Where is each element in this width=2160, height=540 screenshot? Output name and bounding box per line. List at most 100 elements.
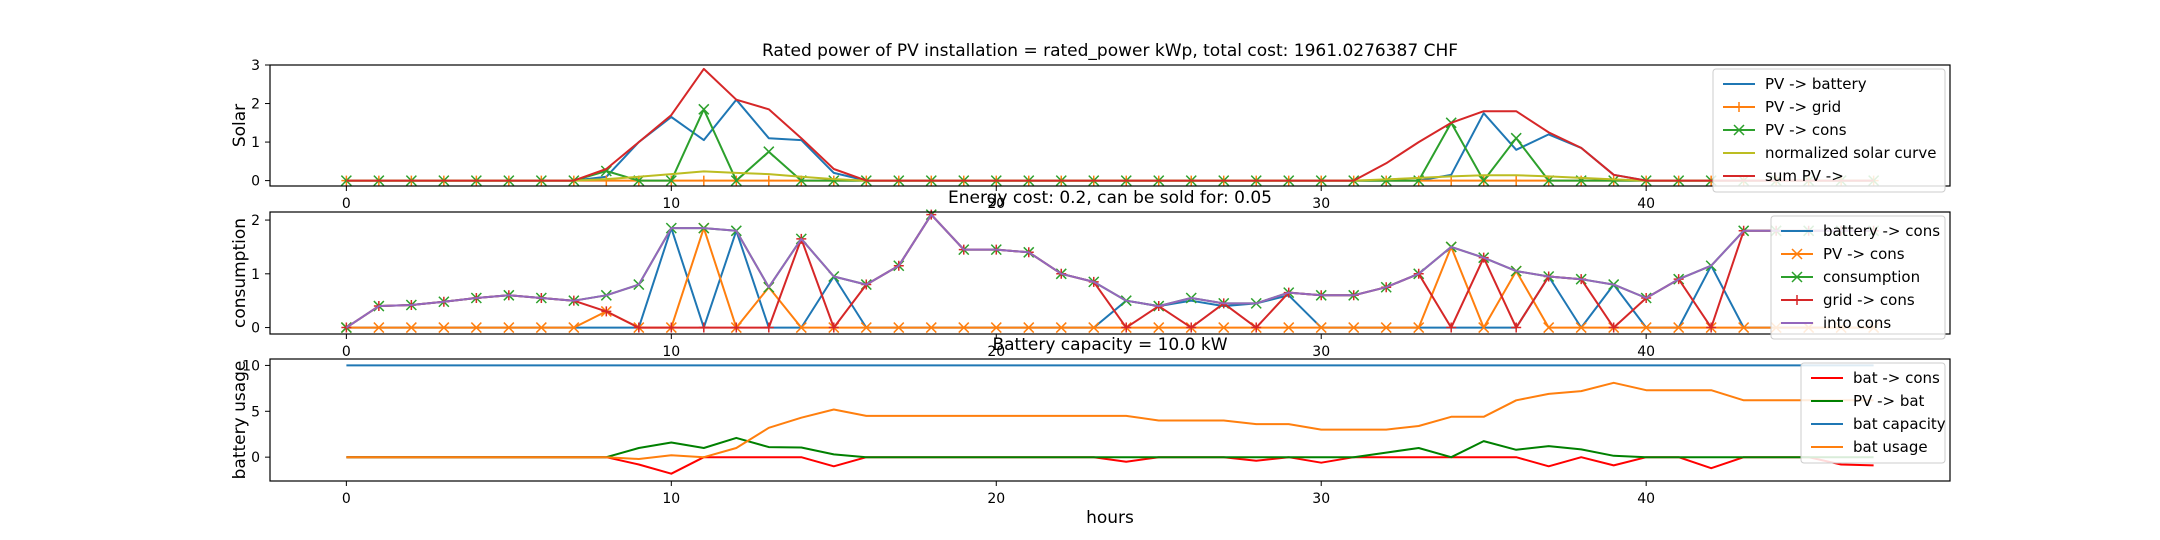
panel-3-axes-frame: [269, 358, 1951, 482]
panel-2-series-4-point: [731, 322, 742, 333]
panel-1-y-tick-label: 1: [251, 135, 260, 151]
panel-2-series-2-point: [1543, 322, 1555, 334]
panel-3-legend-label: bat usage: [1853, 438, 1928, 456]
panel-2-series-4-point: [1251, 322, 1262, 333]
panel-2-series-2-point: [373, 322, 385, 334]
panel-2-series-4-point: [633, 322, 644, 333]
panel-3-x-tick-label: 20: [987, 491, 1005, 507]
panel-2-series-2-point: [1023, 322, 1035, 334]
panel-1: 0 10 20 30 40 0 1 2 3 Solar Rated power of PV inst…: [230, 41, 1951, 212]
panel-2-legend-label: grid -> cons: [1823, 291, 1915, 309]
panel-2-series-2-point: [1575, 322, 1587, 334]
panel-1-title: Rated power of PV installation = rated_p…: [762, 41, 1458, 61]
panel-3-series-4-line: [346, 381, 1874, 460]
panel-1-series-3-point: [698, 103, 710, 115]
panel-1-series-3-point: [1478, 175, 1490, 187]
panel-2-series-4-point: [698, 322, 709, 333]
panel-3-x-tick-label: 40: [1637, 491, 1655, 507]
panel-1-series-3-point: [340, 175, 352, 187]
panel-2-title: Energy cost: 0.2, can be sold for: 0.05: [948, 188, 1272, 208]
panel-1-series-3-point: [665, 175, 677, 187]
panel-3-legend-box: [1800, 362, 1946, 464]
panel-1-series-3-point: [828, 175, 840, 187]
panel-3-y-tick-label: 0: [251, 450, 260, 466]
panel-2-series-2-point: [1380, 322, 1392, 334]
panel-1-legend-label: sum PV ->: [1765, 167, 1844, 185]
panel-2-series-4-point: [1706, 322, 1717, 333]
panel-2-series-5-line: [345, 213, 1874, 329]
panel-2-series-2-point: [958, 322, 970, 334]
panel-2-series-2-point: [438, 322, 450, 334]
panel-2-legend-marker: [1791, 248, 1803, 260]
panel-2-legend-box: [1770, 215, 1946, 340]
panel-1-x-tick-label: 0: [342, 196, 351, 212]
panel-2-series-2-point: [568, 322, 580, 334]
panel-1-y-tick-label: 0: [251, 174, 260, 190]
panel-2-series-4-point: [1121, 322, 1132, 333]
panel-2-series-4-line: [345, 213, 1874, 329]
panel-2-series-2-point: [990, 322, 1002, 334]
panel-1-y-axis-label: Solar: [230, 104, 250, 147]
panel-2-series-2-point: [1738, 322, 1750, 334]
panel-2-series-4-point: [601, 306, 612, 317]
panel-1-series-5-line: [346, 67, 1874, 182]
panel-1-series-2-point: [601, 175, 612, 186]
panel-3-legend-label: bat capacity: [1853, 415, 1946, 433]
panel-1-series-3-point: [1510, 132, 1522, 144]
panel-2-series-1-line: [346, 227, 1874, 329]
panel-3-x-tick-label: 30: [1312, 491, 1330, 507]
panel-2-legend-label: into cons: [1823, 314, 1891, 332]
panel-2-legend-label: consumption: [1823, 268, 1920, 286]
panel-2-series-2-line: [346, 227, 1874, 329]
panel-1-legend-box: [1712, 68, 1946, 193]
panel-2-series-2-point: [1348, 322, 1360, 334]
panel-2-series-2-point: [1088, 322, 1100, 334]
panel-2-series-2-point: [1153, 322, 1165, 334]
panel-2-series-4-point: [1446, 322, 1457, 333]
panel-1-legend-marker: [1734, 102, 1744, 112]
panel-2-legend-marker: [1792, 295, 1802, 305]
panel-1-series-3-point: [763, 146, 775, 158]
panel-2-series-2-point: [1055, 322, 1067, 334]
panel-3-y-tick-label: 10: [242, 358, 260, 374]
panel-2-x-tick-label: 20: [987, 344, 1005, 360]
panel-3-x-tick-label: 10: [662, 491, 680, 507]
panel-2-x-tick-label: 0: [342, 344, 351, 360]
panel-2-series-2-point: [893, 322, 905, 334]
panel-2-series-2-point: [795, 322, 807, 334]
panel-2-x-tick-label: 10: [662, 344, 680, 360]
panel-2-y-tick-label: 2: [251, 213, 260, 229]
panel-3-x-axis-label: hours: [1086, 508, 1134, 528]
panel-3-y-tick-label: 5: [251, 404, 260, 420]
panel-1-series-3-point: [730, 175, 742, 187]
panel-2-series-2-point: [860, 322, 872, 334]
panel-1-series-3-point: [600, 165, 612, 177]
panel-2-series-2-point: [405, 322, 417, 334]
panel-1-legend-label: PV -> battery: [1765, 75, 1867, 93]
panel-2-series-2-point: [1640, 322, 1652, 334]
panel-2-legend-label: battery -> cons: [1823, 222, 1940, 240]
panel-1-y-tick-label: 2: [251, 97, 260, 113]
panel-2-x-tick-label: 40: [1637, 344, 1655, 360]
panel-1-y-tick-label: 3: [251, 58, 260, 74]
panel-2-series-2-point: [503, 322, 515, 334]
panel-1-x-tick-label: 20: [987, 196, 1005, 212]
panel-1-series-3-point: [1380, 175, 1392, 187]
panel-1-legend-label: PV -> grid: [1765, 98, 1841, 116]
panel-2-series-4-point: [1608, 322, 1619, 333]
panel-3-series-2-line: [346, 436, 1874, 459]
panel-2-series-2-point: [925, 322, 937, 334]
panel-1-series-2-point: [763, 175, 774, 186]
panel-1-x-tick-label: 10: [662, 196, 680, 212]
panel-1-series-3-point: [1608, 175, 1620, 187]
panel-2-series-4-point: [666, 322, 677, 333]
panel-2-series-2-point: [470, 322, 482, 334]
panel-1-series-1-line: [346, 98, 1874, 182]
panel-1-series-2-point: [698, 175, 709, 186]
panel-2-legend-label: PV -> cons: [1823, 245, 1905, 263]
panel-2-series-4-point: [828, 322, 839, 333]
panel-2-y-axis-label: consumption: [230, 218, 250, 328]
panel-1-legend-marker: [1733, 124, 1745, 136]
panel-3-title: Battery capacity = 10.0 kW: [992, 335, 1227, 355]
